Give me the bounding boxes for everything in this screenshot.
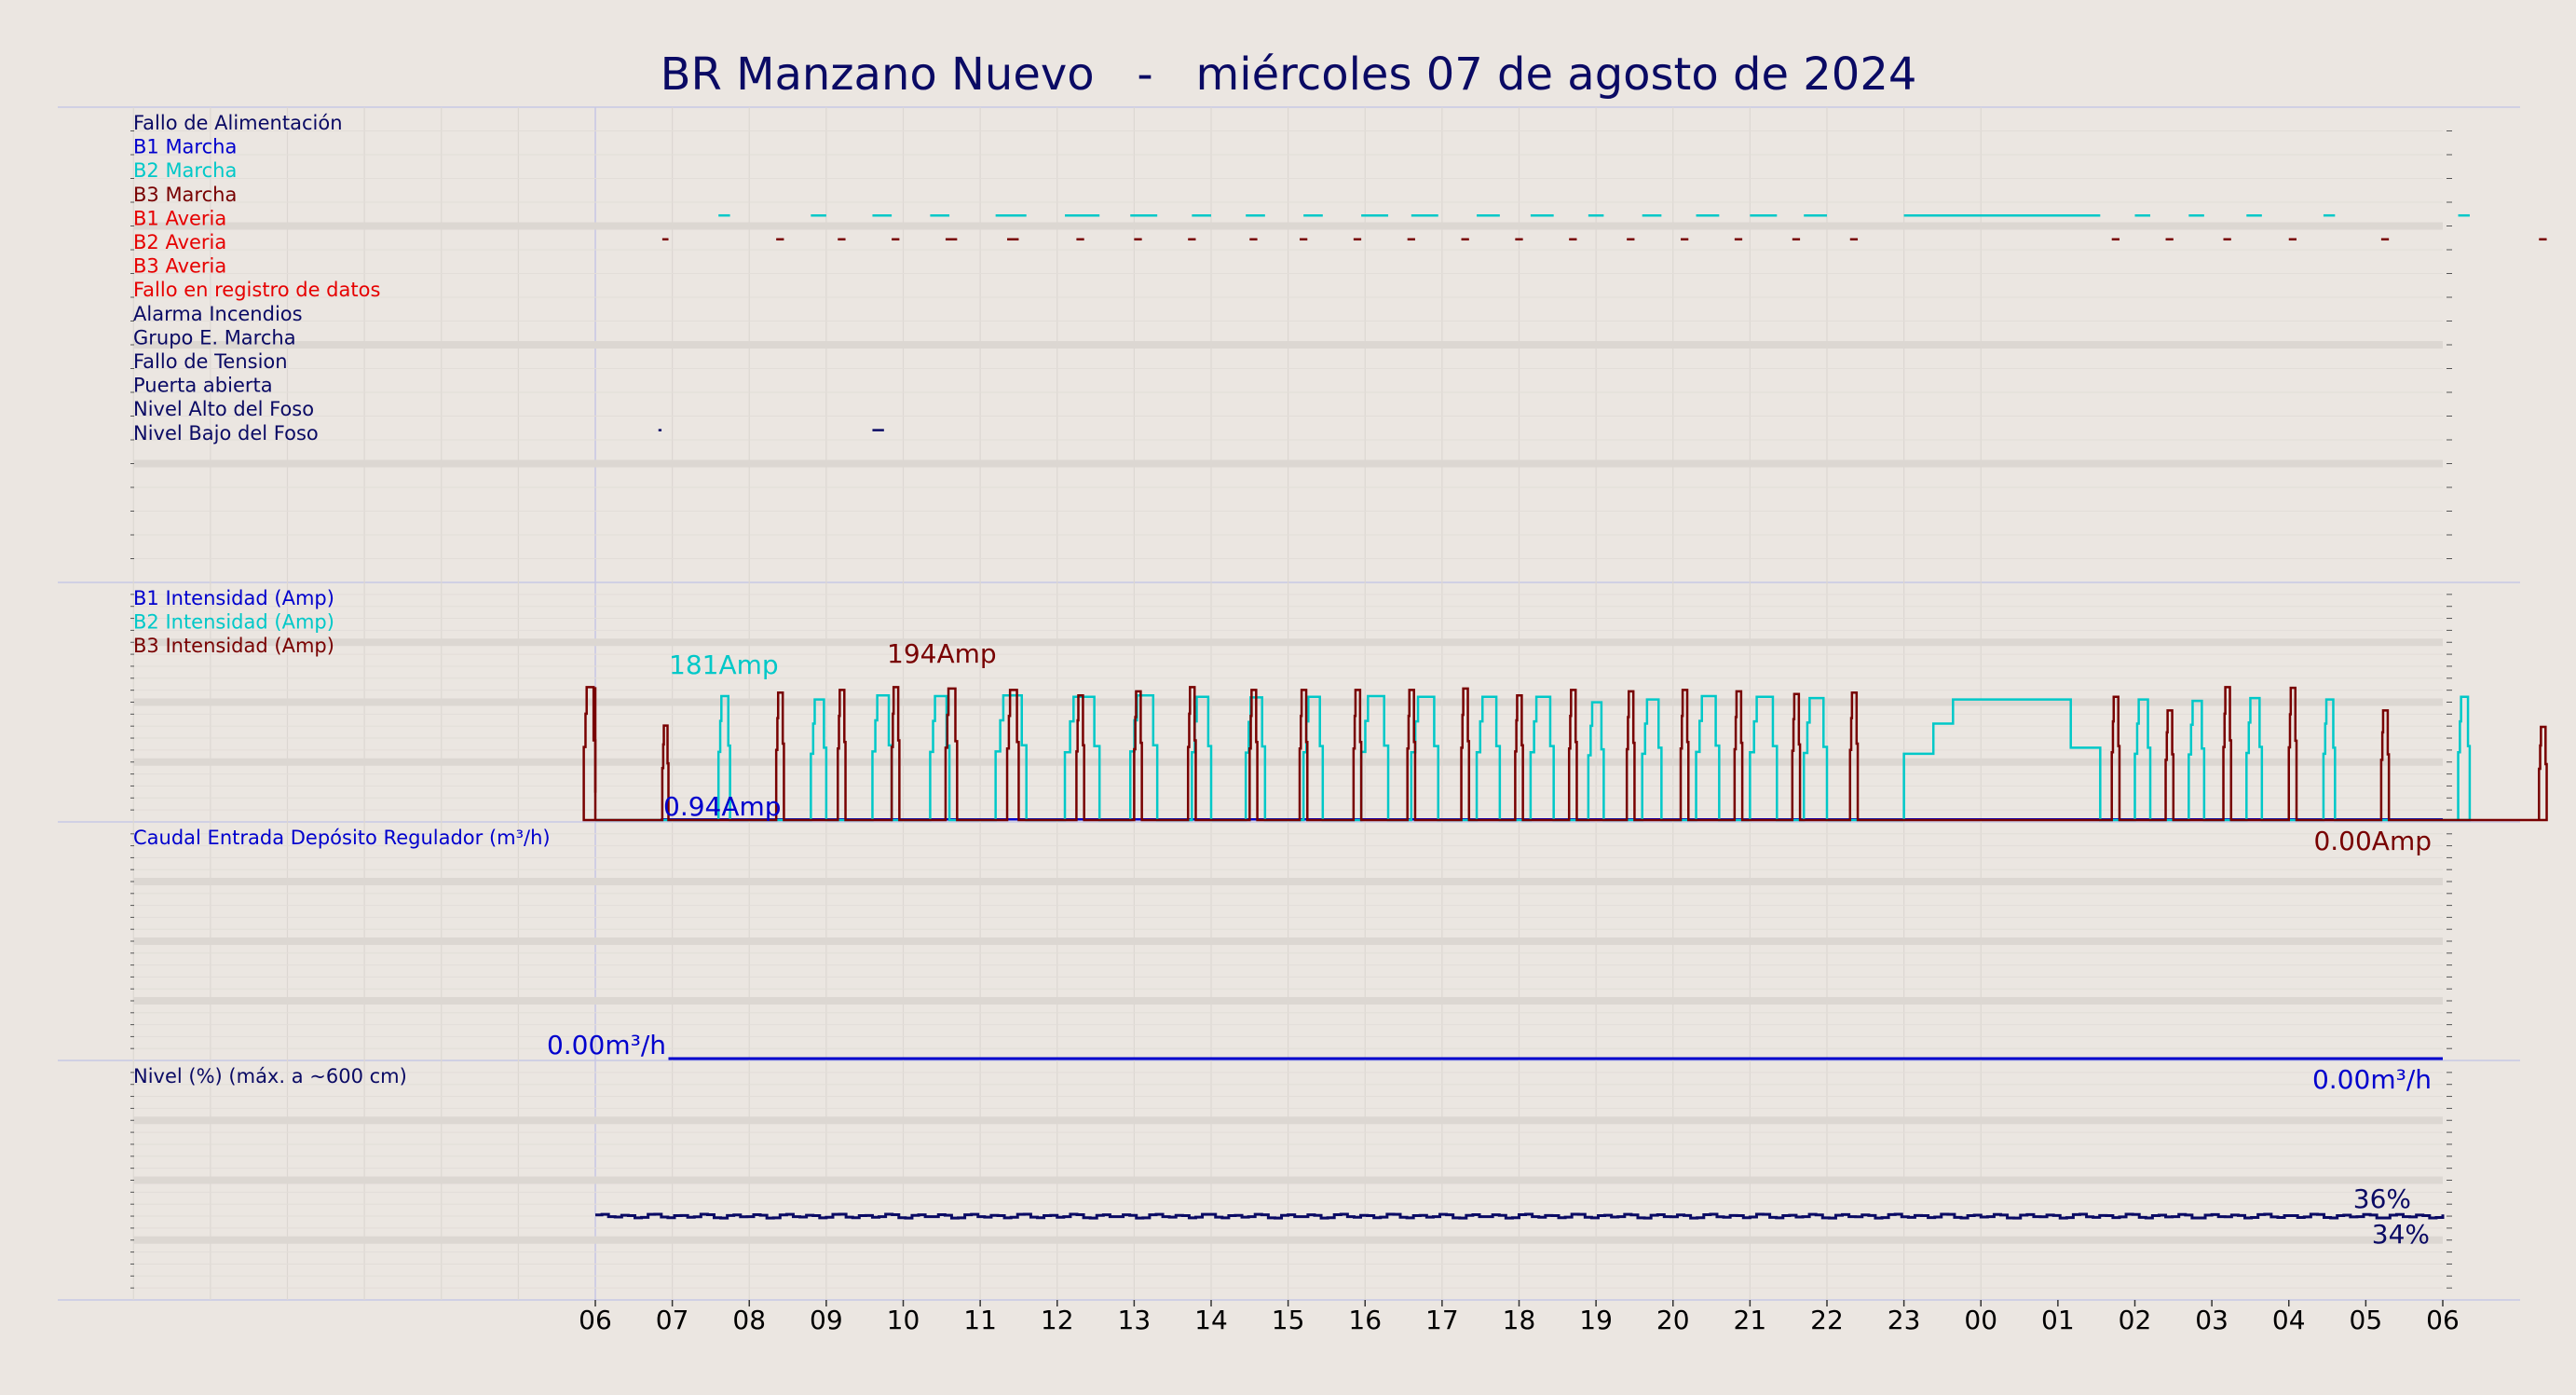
x-tick-label: 10 xyxy=(887,1305,920,1335)
series-line-intensity xyxy=(595,693,2472,822)
text-layer: BR Manzano Nuevo - miércoles 07 de agost… xyxy=(133,48,2460,1335)
panel-label-digital: Fallo en registro de datos xyxy=(133,279,380,301)
x-tick-label: 09 xyxy=(810,1305,843,1335)
chart-title: BR Manzano Nuevo - miércoles 07 de agost… xyxy=(661,48,1917,101)
panel-label-level: Nivel (%) (máx. a ~600 cm) xyxy=(133,1065,407,1087)
x-tick-label: 06 xyxy=(579,1305,612,1335)
data-label: 0.00Amp xyxy=(2313,826,2432,856)
x-tick-label: 15 xyxy=(1272,1305,1305,1335)
x-tick-label: 12 xyxy=(1041,1305,1074,1335)
panel-label-digital: Fallo de Tension xyxy=(133,350,288,373)
data-label: 181Amp xyxy=(669,650,779,680)
data-label: 194Amp xyxy=(887,638,997,669)
panel-label-digital: B1 Marcha xyxy=(133,136,237,158)
panel-label-digital: B2 Marcha xyxy=(133,159,237,182)
panel-label-digital: Nivel Alto del Foso xyxy=(133,398,314,420)
x-tick-label: 04 xyxy=(2272,1305,2306,1335)
panel-label-digital: B3 Marcha xyxy=(133,184,237,206)
series-line-intensity xyxy=(582,686,2548,822)
x-tick-label: 05 xyxy=(2350,1305,2383,1335)
x-tick-label: 00 xyxy=(1964,1305,1997,1335)
data-label: 34% xyxy=(2372,1219,2430,1250)
panel-label-intensity: B2 Intensidad (Amp) xyxy=(133,611,334,634)
x-tick-label: 14 xyxy=(1194,1305,1228,1335)
panel-label-digital: Alarma Incendios xyxy=(133,303,303,325)
x-tick-label: 11 xyxy=(963,1305,997,1335)
x-tick-label: 06 xyxy=(2426,1305,2460,1335)
panel-label-digital: Nivel Bajo del Foso xyxy=(133,422,319,444)
x-tick-label: 20 xyxy=(1656,1305,1690,1335)
data-label: 0.94Amp xyxy=(663,791,782,822)
data-label: 0.00m³/h xyxy=(2312,1064,2432,1095)
x-tick-label: 21 xyxy=(1734,1305,1767,1335)
x-tick-label: 18 xyxy=(1503,1305,1536,1335)
panel-label-intensity: B1 Intensidad (Amp) xyxy=(133,587,334,609)
x-tick-label: 22 xyxy=(1810,1305,1844,1335)
panel-label-digital: B3 Averia xyxy=(133,255,226,278)
gridlines xyxy=(130,107,2452,1306)
panel-label-intensity: B3 Intensidad (Amp) xyxy=(133,635,334,657)
x-tick-label: 08 xyxy=(732,1305,766,1335)
x-tick-label: 19 xyxy=(1579,1305,1613,1335)
panel-label-flow: Caudal Entrada Depósito Regulador (m³/h) xyxy=(133,827,551,849)
x-tick-label: 23 xyxy=(1888,1305,1921,1335)
panel-backgrounds xyxy=(58,106,2520,1301)
series-line-level xyxy=(595,1212,2445,1220)
panel-label-digital: Puerta abierta xyxy=(133,375,273,397)
panel-label-digital: Grupo E. Marcha xyxy=(133,326,296,349)
series-layer xyxy=(582,213,2548,1220)
x-tick-label: 17 xyxy=(1425,1305,1459,1335)
data-label: 36% xyxy=(2353,1183,2411,1214)
x-tick-label: 03 xyxy=(2195,1305,2228,1335)
x-tick-label: 01 xyxy=(2041,1305,2075,1335)
x-tick-label: 13 xyxy=(1118,1305,1152,1335)
panel-label-digital: Fallo de Alimentación xyxy=(133,112,343,134)
x-tick-label: 07 xyxy=(656,1305,689,1335)
panel-label-digital: B2 Averia xyxy=(133,231,226,253)
data-label: 0.00m³/h xyxy=(547,1030,666,1060)
x-tick-label: 16 xyxy=(1348,1305,1382,1335)
x-tick-label: 02 xyxy=(2119,1305,2152,1335)
panel-label-digital: B1 Averia xyxy=(133,207,226,229)
